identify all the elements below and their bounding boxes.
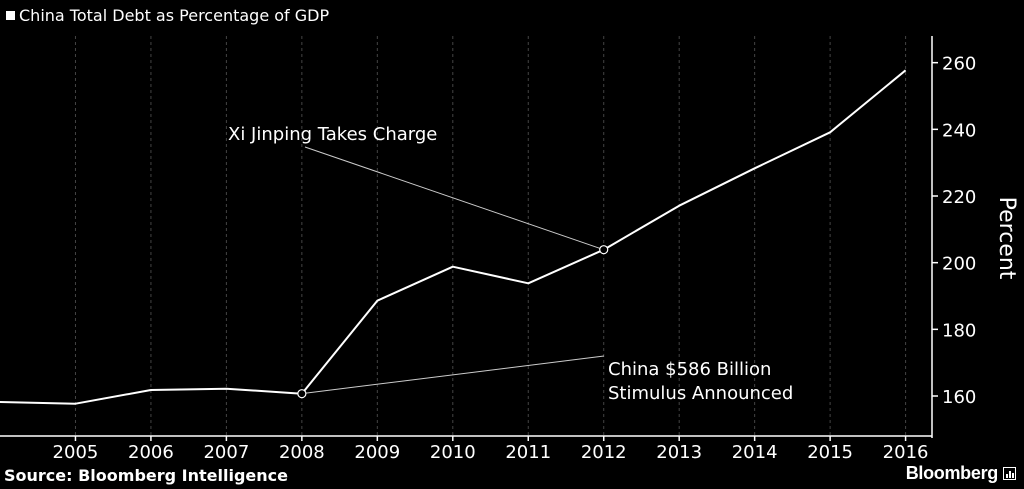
brand-logo: Bloomberg	[906, 463, 1016, 484]
x-tick-label: 2014	[732, 442, 778, 463]
x-tick-label: 2011	[505, 442, 551, 463]
legend-label: China Total Debt as Percentage of GDP	[19, 6, 330, 25]
y-tick-label: 220	[942, 187, 976, 208]
annotation-leader	[304, 146, 604, 251]
annotation-marker	[297, 389, 307, 399]
y-tick-label: 160	[942, 387, 976, 408]
x-tick-label: 2007	[203, 442, 249, 463]
bars-icon	[1003, 467, 1016, 480]
x-tick-label: 2005	[53, 442, 99, 463]
y-tick-label: 180	[942, 320, 976, 341]
annotation-leader	[301, 355, 605, 395]
annotation-label: Stimulus Announced	[608, 383, 793, 404]
y-axis-label: Percent	[994, 197, 1019, 280]
y-tick-label: 240	[942, 120, 976, 141]
legend-swatch	[6, 11, 15, 20]
annotation-label: Xi Jinping Takes Charge	[228, 124, 437, 145]
x-tick-label: 2016	[883, 442, 929, 463]
series-line	[0, 69, 907, 405]
source-note: Source: Bloomberg Intelligence	[4, 466, 288, 485]
x-tick-label: 2012	[581, 442, 627, 463]
brand-text: Bloomberg	[905, 463, 999, 483]
y-tick-label: 200	[942, 254, 976, 275]
annotation-marker	[599, 245, 609, 255]
x-tick-label: 2006	[128, 442, 174, 463]
y-tick-label: 260	[942, 54, 976, 75]
annotation-label: China $586 Billion	[608, 359, 771, 380]
x-tick-label: 2008	[279, 442, 325, 463]
x-tick-label: 2013	[656, 442, 702, 463]
x-tick-label: 2010	[430, 442, 476, 463]
x-tick-label: 2009	[354, 442, 400, 463]
x-tick-label: 2015	[807, 442, 853, 463]
legend: China Total Debt as Percentage of GDP	[6, 6, 329, 25]
